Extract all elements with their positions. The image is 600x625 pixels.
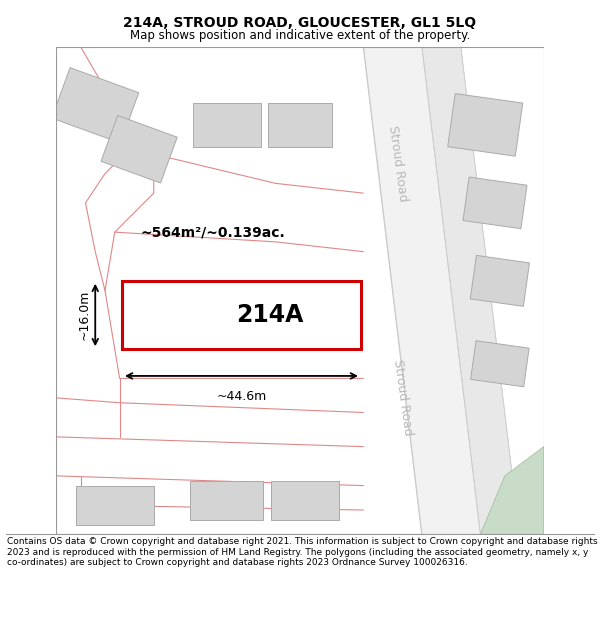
Polygon shape <box>101 116 177 183</box>
Polygon shape <box>422 47 520 534</box>
Polygon shape <box>463 177 527 229</box>
Text: Contains OS data © Crown copyright and database right 2021. This information is : Contains OS data © Crown copyright and d… <box>7 538 598 568</box>
Text: Stroud Road: Stroud Road <box>391 359 414 437</box>
Bar <box>122 281 361 349</box>
Polygon shape <box>470 256 529 306</box>
Text: Map shows position and indicative extent of the property.: Map shows position and indicative extent… <box>130 29 470 42</box>
Text: ~16.0m: ~16.0m <box>77 290 91 340</box>
Polygon shape <box>193 103 261 147</box>
Polygon shape <box>271 481 339 520</box>
Polygon shape <box>52 68 139 143</box>
Polygon shape <box>470 341 529 387</box>
Polygon shape <box>190 481 263 520</box>
Polygon shape <box>76 486 154 524</box>
Text: ~564m²/~0.139ac.: ~564m²/~0.139ac. <box>140 225 285 239</box>
Polygon shape <box>364 47 481 534</box>
Polygon shape <box>481 447 544 534</box>
Text: 214A: 214A <box>236 303 304 327</box>
Text: 214A, STROUD ROAD, GLOUCESTER, GL1 5LQ: 214A, STROUD ROAD, GLOUCESTER, GL1 5LQ <box>124 16 476 30</box>
Polygon shape <box>268 103 332 147</box>
Text: ~44.6m: ~44.6m <box>217 389 266 402</box>
Polygon shape <box>448 94 523 156</box>
Text: Stroud Road: Stroud Road <box>386 125 409 203</box>
